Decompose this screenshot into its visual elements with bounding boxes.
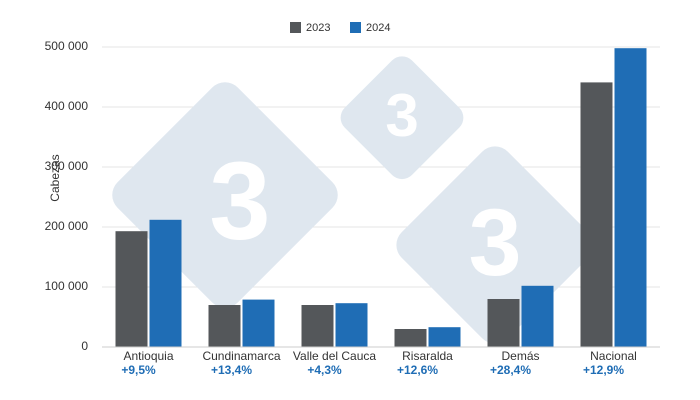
bar	[208, 305, 241, 347]
x-tick-label: Antioquia	[123, 349, 173, 363]
bar	[428, 327, 461, 347]
x-tick-label: Cundinamarca	[202, 349, 280, 363]
change-label: +13,4%	[211, 363, 252, 377]
bar	[580, 82, 613, 348]
x-tick-label: Demás	[501, 349, 539, 363]
bar	[301, 305, 334, 347]
legend-label: 2024	[366, 22, 390, 34]
change-label: +12,6%	[397, 363, 438, 377]
y-tick-label: 0	[81, 339, 88, 353]
bar	[394, 329, 427, 347]
bar	[149, 219, 182, 347]
watermark: 3 3 3	[112, 56, 594, 344]
watermark-text: 3	[209, 140, 270, 263]
x-tick-label: Valle del Cauca	[293, 349, 376, 363]
change-label: +12,9%	[583, 363, 624, 377]
bar	[614, 48, 647, 347]
bar	[115, 231, 148, 347]
watermark-shape	[340, 56, 464, 180]
legend-swatch	[290, 22, 301, 33]
x-tick-label: Nacional	[590, 349, 637, 363]
change-label: +9,5%	[121, 363, 156, 377]
legend-swatch	[350, 22, 361, 33]
y-tick-label: 500 000	[45, 39, 89, 53]
change-label: +28,4%	[490, 363, 531, 377]
bar	[487, 299, 520, 347]
watermark-text: 3	[469, 190, 522, 296]
watermark-text: 3	[385, 82, 418, 149]
change-label: +4,3%	[307, 363, 342, 377]
legend-label: 2023	[306, 22, 330, 34]
bar	[242, 299, 275, 347]
bar	[521, 285, 554, 347]
y-tick-label: 400 000	[45, 99, 89, 113]
y-tick-label: 100 000	[45, 279, 89, 293]
bar	[335, 303, 368, 347]
y-tick-label: 200 000	[45, 219, 89, 233]
x-tick-label: Risaralda	[402, 349, 453, 363]
y-tick-label: 300 000	[45, 159, 89, 173]
y-axis-label: Cabezas	[48, 154, 62, 201]
